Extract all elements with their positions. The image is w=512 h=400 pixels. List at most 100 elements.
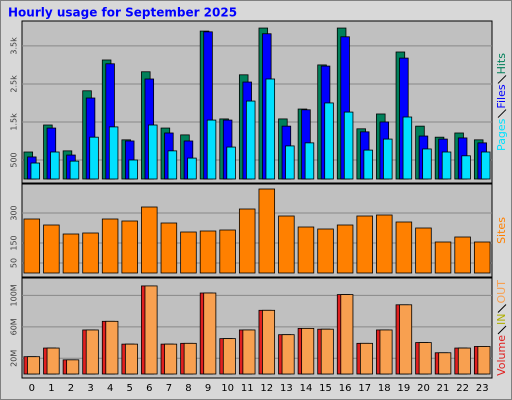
bar [124,343,138,375]
x-tick-label: 17 [358,383,371,394]
x-tick-label: 10 [221,383,234,394]
bar [297,226,315,274]
y-tick-label: 300 [10,205,19,220]
y-tick-label: 50 [10,258,19,268]
bar [180,231,197,274]
bar [441,151,452,180]
bar [376,214,393,274]
bar [301,327,315,375]
legend-label: Sites [495,217,508,244]
bar [30,162,41,180]
x-tick-label: 13 [280,383,293,394]
bar [245,100,256,180]
bar [340,294,354,375]
y-tick-label: 60M [10,318,19,335]
bar [402,116,413,180]
x-tick-label: 11 [241,383,254,394]
legend-separator [497,304,507,313]
legend-label: Hits [495,53,508,75]
bar [148,124,158,180]
bar [336,224,354,274]
y-tick-label: 100M [10,284,19,306]
x-tick-label: 4 [107,383,113,394]
bar [438,352,452,375]
bar [422,148,432,180]
bar [27,356,41,375]
legend-label: Files [495,84,508,108]
bar [383,138,393,180]
bar [285,145,295,180]
legend-label: OUT [495,280,508,304]
bar [226,146,236,180]
bar [457,347,471,375]
legend-label: IN [495,314,508,325]
bar [265,78,276,180]
bar [363,149,373,180]
plot-area [21,277,493,379]
plot-area [21,183,493,278]
legend-separator [497,109,507,118]
bar [199,230,217,274]
bar [359,342,373,375]
y-tick-label: 1.5k [10,113,19,131]
bar [415,227,432,274]
bar [108,126,119,180]
x-tick-label: 3 [87,383,93,394]
x-tick-label: 15 [319,383,332,394]
bar [324,102,334,180]
bar [43,224,60,274]
bar [379,329,393,375]
x-tick-label: 5 [127,383,133,394]
bar [203,292,217,375]
bar [434,241,452,274]
y-tick-label: 3.5k [10,37,19,55]
bar [82,232,99,274]
bar [356,215,373,274]
x-tick-label: 21 [437,383,450,394]
bar [395,221,413,274]
bar [187,157,197,180]
x-tick-label: 1 [48,383,54,394]
bar [62,233,80,274]
plot-area [21,20,493,184]
legend-label: Volume [495,335,508,376]
legend-separator [497,75,507,84]
y-tick-label: 20M [10,350,19,367]
bar [320,328,334,375]
y-tick-label: 150 [10,235,19,250]
bar [206,119,217,180]
bar [304,142,315,180]
bar [183,342,197,375]
bar [477,346,491,375]
x-tick-label: 6 [146,383,152,394]
bar [50,151,60,180]
bar [164,343,178,375]
x-tick-label: 2 [68,383,74,394]
x-tick-label: 23 [476,383,489,394]
bar [219,229,236,274]
legend-separator [497,325,507,335]
bar [89,136,99,180]
bar [144,285,158,375]
bar [105,320,119,375]
x-tick-label: 18 [378,383,391,394]
legend-label: Pages [495,118,508,151]
bar [23,218,41,274]
bar [480,151,491,180]
bar [46,347,60,375]
x-tick-label: 0 [29,383,35,394]
bar [101,218,119,274]
x-tick-label: 14 [300,383,313,394]
x-tick-label: 12 [260,383,273,394]
x-tick-label: 19 [398,383,411,394]
bar [128,159,138,180]
bar [317,228,334,274]
bar [281,334,295,375]
bar [238,208,256,274]
x-tick-label: 16 [339,383,352,394]
bar [121,220,138,274]
bar [454,236,471,274]
bar [167,150,178,180]
x-tick-label: 22 [456,383,469,394]
